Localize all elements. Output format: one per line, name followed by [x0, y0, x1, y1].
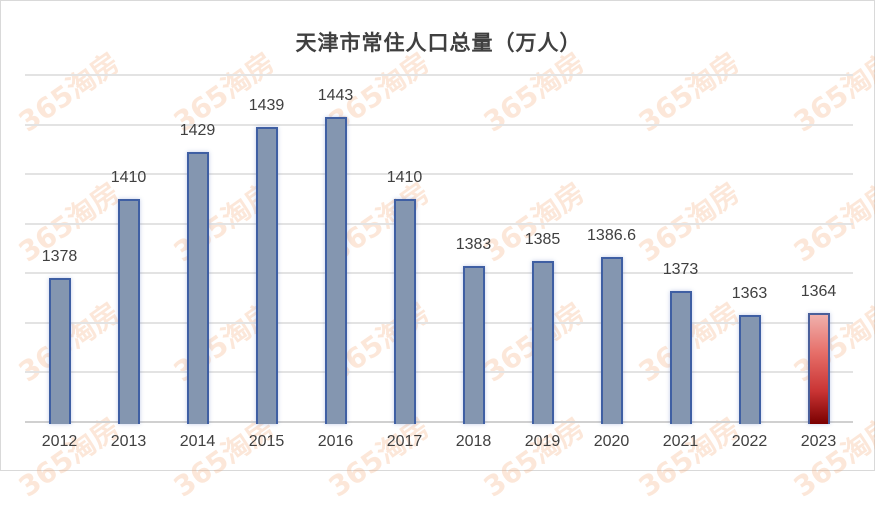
gridline: [25, 321, 853, 324]
value-label-2012: 1378: [41, 248, 78, 266]
gridline: [25, 173, 853, 176]
bar-2018: [462, 265, 485, 424]
value-label-2014: 1429: [179, 121, 216, 139]
x-tick-label-2016: 2016: [317, 433, 354, 450]
bar-2013: [117, 198, 140, 424]
bar-2015: [255, 127, 278, 424]
gridline: [25, 371, 853, 374]
x-tick-label-2018: 2018: [455, 433, 492, 450]
value-label-2013: 1410: [110, 168, 147, 186]
x-axis-baseline: [25, 421, 853, 423]
bar-2017: [393, 198, 416, 424]
gridline: [25, 74, 853, 76]
x-tick-label-2014: 2014: [179, 433, 216, 450]
bar-2021: [669, 290, 692, 424]
x-tick-label-2020: 2020: [593, 433, 630, 450]
value-label-2021: 1373: [662, 260, 699, 278]
value-label-2023: 1364: [800, 282, 837, 300]
gridline: [25, 222, 853, 225]
bar-2012: [48, 278, 71, 424]
x-tick-label-2021: 2021: [662, 433, 699, 450]
value-label-2017: 1410: [386, 168, 423, 186]
gridline: [25, 272, 853, 275]
value-label-2015: 1439: [248, 97, 285, 115]
bar-2019: [531, 260, 554, 424]
value-label-2019: 1385: [524, 230, 561, 248]
x-tick-label-2019: 2019: [524, 433, 561, 450]
x-tick-label-2017: 2017: [386, 433, 423, 450]
value-label-2018: 1383: [455, 235, 492, 253]
x-tick-label-2013: 2013: [110, 433, 147, 450]
value-label-2016: 1443: [317, 87, 354, 105]
x-tick-label-2015: 2015: [248, 433, 285, 450]
bar-2023: [807, 312, 830, 424]
bar-2022: [738, 315, 761, 424]
value-label-2020: 1386.6: [587, 226, 636, 244]
chart-title: 天津市常住人口总量（万人）: [295, 31, 582, 55]
bar-2020: [600, 256, 623, 424]
value-label-2022: 1363: [731, 285, 768, 303]
x-tick-label-2022: 2022: [731, 433, 768, 450]
plot-area: 1378 2012 1410 2013 1429 2014 1439 2015 1443 2016…: [25, 74, 853, 450]
gridline: [25, 123, 853, 126]
bar-2016: [324, 117, 347, 424]
x-tick-label-2012: 2012: [41, 433, 78, 450]
bar-2014: [186, 151, 209, 424]
x-tick-label-2023: 2023: [800, 433, 837, 450]
